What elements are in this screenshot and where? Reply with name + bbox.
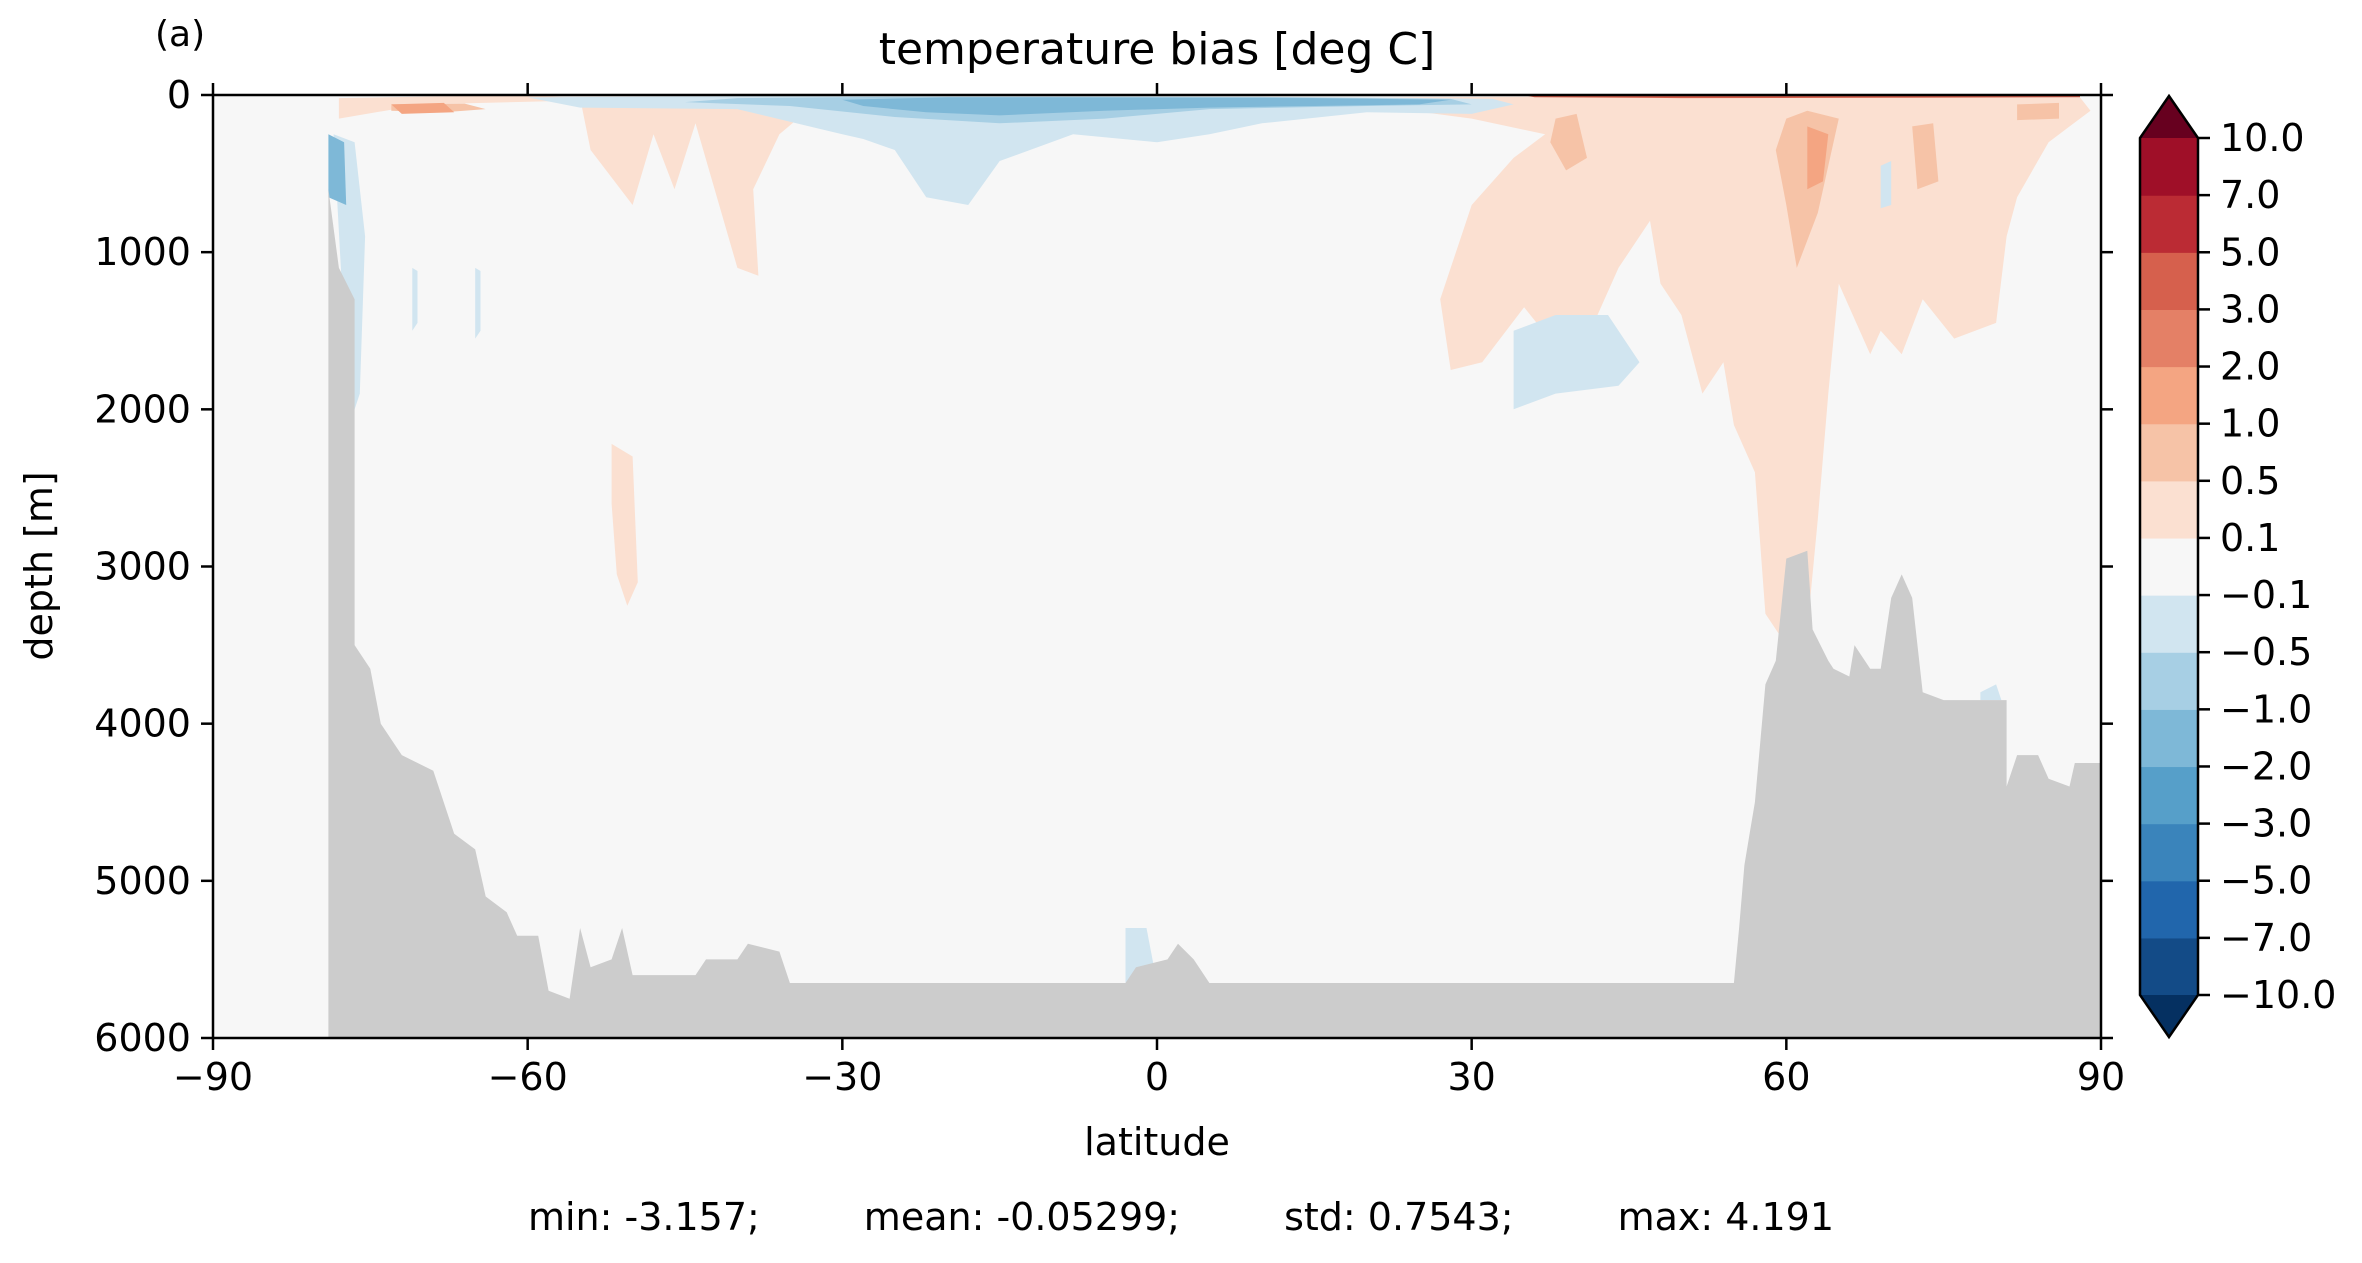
colorbar-segment	[2140, 823, 2198, 882]
colorbar-extend-min	[2140, 995, 2198, 1037]
colorbar-tick-label: −0.5	[2220, 630, 2312, 674]
x-axis-label: latitude	[1084, 1120, 1230, 1164]
x-tick-label: 60	[1762, 1055, 1810, 1099]
contour-region-16	[328, 134, 347, 205]
colorbar-segment	[2140, 709, 2198, 768]
contour-region-3	[611, 443, 638, 606]
x-tick-label: 30	[1447, 1055, 1495, 1099]
colorbar-tick-label: 7.0	[2220, 173, 2280, 217]
colorbar: −10.0 −7.0 −5.0 −3.0 −2.0 −1.0 −0.5 −0.1 0.1 0.5 1…	[2138, 93, 2336, 1040]
contour-region-14	[842, 97, 1451, 116]
y-tick-label: 0	[167, 73, 191, 117]
colorbar-tick-label: −7.0	[2220, 916, 2312, 960]
colorbar-segment	[2140, 195, 2198, 253]
x-tick-label: 90	[2077, 1055, 2125, 1099]
panel-label: (a)	[155, 14, 205, 55]
colorbar-tick-label: −1.0	[2220, 687, 2312, 731]
colorbar-segment	[2140, 480, 2198, 539]
colorbar-segment	[2140, 652, 2198, 710]
colorbar-tick-label: 0.1	[2220, 516, 2280, 560]
colorbar-tick-label: −10.0	[2220, 973, 2336, 1017]
contour-region-20	[1880, 161, 1892, 209]
colorbar-segment	[2140, 138, 2198, 196]
colorbar-segment	[2140, 766, 2198, 825]
stat-max: max: 4.191	[1617, 1195, 1835, 1239]
colorbar-segment	[2140, 537, 2198, 596]
colorbar-segment	[2140, 880, 2198, 939]
colorbar-tick-label: −0.1	[2220, 573, 2312, 617]
stats-line: min: -3.157; mean: -0.05299; std: 0.7543; m…	[0, 1195, 2362, 1239]
y-tick-label: 4000	[94, 702, 191, 746]
x-tick-label: 0	[1145, 1055, 1169, 1099]
x-tick-label: −90	[173, 1055, 253, 1099]
contour-region-17	[412, 267, 418, 331]
colorbar-segment	[2140, 937, 2198, 996]
contour-region-9	[2017, 102, 2059, 121]
contour-region-4	[1314, 96, 2091, 646]
contour-region-15	[333, 134, 366, 426]
stat-mean: mean: -0.05299;	[863, 1195, 1181, 1239]
temperature-bias-contours	[328, 95, 2091, 983]
colorbar-segment	[2140, 309, 2198, 368]
colorbar-segment	[2140, 252, 2198, 310]
y-axis-label: depth [m]	[17, 471, 61, 660]
chart-title: temperature bias [deg C]	[879, 24, 1436, 75]
colorbar-tick-label: −5.0	[2220, 859, 2312, 903]
contour-region-18	[475, 267, 481, 339]
y-tick-label: 6000	[94, 1016, 191, 1060]
colorbar-tick-label: 0.5	[2220, 459, 2280, 503]
colorbar-segment	[2140, 423, 2198, 482]
y-tick-label: 3000	[94, 545, 191, 589]
stat-std: std: 0.7543;	[1284, 1195, 1514, 1239]
colorbar-segment	[2140, 595, 2198, 653]
colorbar-tick-label: 5.0	[2220, 230, 2280, 274]
colorbar-extend-max	[2140, 96, 2198, 138]
plot-area: −90 −60 −30 0 30 60 90 0 1000 2000 3000 4000 5000 60…	[94, 73, 2125, 1099]
x-axis-ticks: −90 −60 −30 0 30 60 90	[173, 83, 2125, 1099]
land-mask	[213, 189, 2101, 1039]
colorbar-tick-label: 2.0	[2220, 345, 2280, 389]
colorbar-tick-label: 10.0	[2220, 116, 2305, 160]
y-tick-label: 1000	[94, 230, 191, 274]
colorbar-tick-label: 1.0	[2220, 402, 2280, 446]
y-tick-label: 2000	[94, 387, 191, 431]
colorbar-tick-label: −3.0	[2220, 802, 2312, 846]
contour-region-6	[1807, 126, 1829, 190]
contour-region-19	[1513, 315, 1640, 410]
y-tick-label: 5000	[94, 859, 191, 903]
contour-region-7	[1550, 113, 1587, 171]
colorbar-segment	[2140, 366, 2198, 425]
contour-region-12	[527, 95, 1514, 205]
x-tick-label: −30	[802, 1055, 882, 1099]
contour-region-8	[1912, 123, 1939, 190]
contour-region-11	[391, 102, 455, 114]
colorbar-tick-label: 3.0	[2220, 287, 2280, 331]
contour-region-21	[1980, 684, 2002, 701]
x-tick-label: −60	[488, 1055, 568, 1099]
stat-min: min: -3.157;	[527, 1195, 760, 1239]
colorbar-tick-label: −2.0	[2220, 744, 2312, 788]
y-axis-ticks: 0 1000 2000 3000 4000 5000 6000	[94, 73, 2113, 1060]
